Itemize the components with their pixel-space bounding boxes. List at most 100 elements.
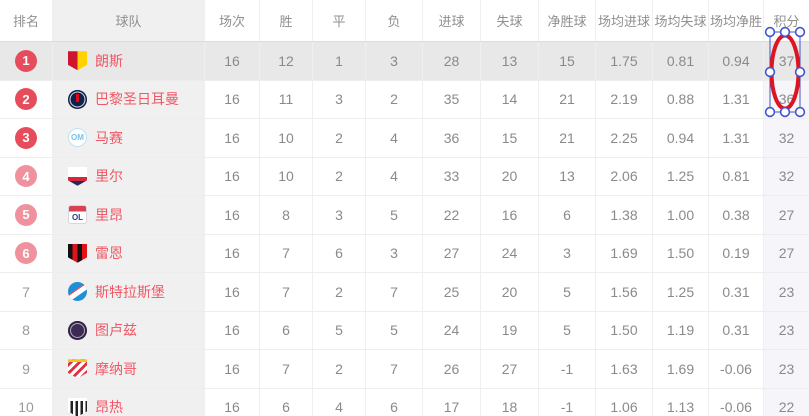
stat-cell: 18 bbox=[481, 388, 539, 416]
stat-cell: 16 bbox=[205, 388, 260, 416]
team-name: 摩纳哥 bbox=[95, 360, 137, 377]
stat-cell: 4 bbox=[313, 388, 366, 416]
stat-cell: 1.31 bbox=[709, 119, 764, 157]
rank-badge: 7 bbox=[22, 283, 30, 300]
stat-cell: 5 bbox=[366, 311, 423, 349]
points-cell: 22 bbox=[764, 388, 809, 416]
table-row[interactable]: 2 巴黎圣日耳曼 16 11 3 2 35 14 21 2.19 0.88 1.31 36 bbox=[0, 80, 809, 119]
stat-cell: 2.19 bbox=[596, 80, 653, 118]
stat-cell: 1.25 bbox=[653, 273, 709, 311]
stat-cell: 3 bbox=[539, 234, 596, 272]
stat-cell: 11 bbox=[260, 80, 313, 118]
rank-cell: 1 bbox=[0, 42, 53, 80]
stat-cell: 2 bbox=[313, 350, 366, 388]
stat-cell: 6 bbox=[366, 388, 423, 416]
table-row[interactable]: 1 朗斯 16 12 1 3 28 13 15 1.75 0.81 0.94 37 bbox=[0, 42, 809, 81]
stat-cell: 3 bbox=[313, 80, 366, 118]
points-cell: 27 bbox=[764, 234, 809, 272]
stat-cell: 13 bbox=[539, 157, 596, 195]
stat-cell: 2.25 bbox=[596, 119, 653, 157]
stat-cell: 1.50 bbox=[653, 234, 709, 272]
stat-cell: 27 bbox=[423, 234, 481, 272]
stat-cell: 16 bbox=[205, 42, 260, 80]
points-cell: 23 bbox=[764, 350, 809, 388]
stat-cell: 14 bbox=[481, 80, 539, 118]
stat-cell: 0.31 bbox=[709, 311, 764, 349]
stat-cell: 0.94 bbox=[709, 42, 764, 80]
column-header-goals-for: 进球 bbox=[423, 0, 481, 41]
stat-cell: 4 bbox=[366, 119, 423, 157]
stat-cell: 0.81 bbox=[653, 42, 709, 80]
column-header-goal-diff: 净胜球 bbox=[539, 0, 596, 41]
stat-cell: 3 bbox=[313, 196, 366, 234]
stat-cell: 1 bbox=[313, 42, 366, 80]
rank-badge: 5 bbox=[15, 203, 37, 226]
stat-cell: 20 bbox=[481, 273, 539, 311]
psg-club-badge-icon bbox=[68, 89, 87, 109]
table-row[interactable]: 10 昂热 16 6 4 6 17 18 -1 1.06 1.13 -0.06 22 bbox=[0, 388, 809, 416]
team-cell[interactable]: 朗斯 bbox=[53, 42, 205, 80]
team-cell[interactable]: 摩纳哥 bbox=[53, 350, 205, 388]
team-cell[interactable]: 昂热 bbox=[53, 388, 205, 416]
table-row[interactable]: 6 雷恩 16 7 6 3 27 24 3 1.69 1.50 0.19 27 bbox=[0, 234, 809, 273]
stat-cell: -1 bbox=[539, 388, 596, 416]
toulouse-club-badge-icon bbox=[68, 320, 87, 340]
team-name: 雷恩 bbox=[95, 245, 123, 262]
rank-cell: 10 bbox=[0, 388, 53, 416]
team-name: 里尔 bbox=[95, 168, 123, 185]
team-name: 昂热 bbox=[95, 399, 123, 416]
stat-cell: 3 bbox=[366, 234, 423, 272]
team-cell[interactable]: OM 马赛 bbox=[53, 119, 205, 157]
stat-cell: 16 bbox=[205, 119, 260, 157]
column-header-played: 场次 bbox=[205, 0, 260, 41]
stat-cell: 33 bbox=[423, 157, 481, 195]
stat-cell: 19 bbox=[481, 311, 539, 349]
stat-cell: 15 bbox=[539, 42, 596, 80]
table-row[interactable]: 3 OM 马赛 16 10 2 4 36 15 21 2.25 0.94 1.31 32 bbox=[0, 119, 809, 158]
rank-badge: 9 bbox=[22, 360, 30, 377]
column-header-points: 积分 bbox=[773, 14, 800, 29]
stat-cell: 1.38 bbox=[596, 196, 653, 234]
stat-cell: 7 bbox=[260, 350, 313, 388]
table-row[interactable]: 9 摩纳哥 16 7 2 7 26 27 -1 1.63 1.69 -0.06 23 bbox=[0, 350, 809, 389]
stat-cell: 1.25 bbox=[653, 157, 709, 195]
stat-cell: 2 bbox=[313, 273, 366, 311]
stat-cell: 5 bbox=[366, 196, 423, 234]
monaco-club-badge-icon bbox=[68, 359, 87, 379]
stat-cell: 28 bbox=[423, 42, 481, 80]
rank-badge: 8 bbox=[22, 322, 30, 339]
team-cell[interactable]: 斯特拉斯堡 bbox=[53, 273, 205, 311]
stat-cell: 16 bbox=[205, 273, 260, 311]
table-row[interactable]: 7 斯特拉斯堡 16 7 2 7 25 20 5 1.56 1.25 0.31 23 bbox=[0, 273, 809, 312]
stat-cell: 5 bbox=[313, 311, 366, 349]
stat-cell: 16 bbox=[205, 350, 260, 388]
team-cell[interactable]: 巴黎圣日耳曼 bbox=[53, 80, 205, 118]
team-cell[interactable]: 雷恩 bbox=[53, 234, 205, 272]
column-header-team: 球队 bbox=[53, 0, 205, 41]
team-cell[interactable]: 图卢兹 bbox=[53, 311, 205, 349]
column-header-diff-per-game: 场均净胜 bbox=[709, 0, 764, 41]
table-row[interactable]: 5 OL 里昂 16 8 3 5 22 16 6 1.38 1.00 0.38 27 bbox=[0, 196, 809, 235]
stat-cell: 4 bbox=[366, 157, 423, 195]
table-row[interactable]: 8 图卢兹 16 6 5 5 24 19 5 1.50 1.19 0.31 23 bbox=[0, 311, 809, 350]
team-cell[interactable]: OL 里昂 bbox=[53, 196, 205, 234]
lens-club-badge-icon bbox=[68, 51, 87, 71]
rank-badge: 3 bbox=[15, 126, 37, 149]
team-cell[interactable]: 里尔 bbox=[53, 157, 205, 195]
stat-cell: 25 bbox=[423, 273, 481, 311]
table-row[interactable]: 4 里尔 16 10 2 4 33 20 13 2.06 1.25 0.81 32 bbox=[0, 157, 809, 196]
column-header-draws: 平 bbox=[313, 0, 366, 41]
team-name: 朗斯 bbox=[95, 52, 123, 69]
stat-cell: 16 bbox=[481, 196, 539, 234]
points-cell: 27 bbox=[764, 196, 809, 234]
stat-cell: -0.06 bbox=[709, 350, 764, 388]
stat-cell: 3 bbox=[366, 42, 423, 80]
rank-cell: 3 bbox=[0, 119, 53, 157]
stat-cell: 27 bbox=[481, 350, 539, 388]
points-cell: 37 bbox=[764, 42, 809, 80]
angers-club-badge-icon bbox=[68, 397, 87, 416]
stat-cell: 0.88 bbox=[653, 80, 709, 118]
stat-cell: 1.06 bbox=[596, 388, 653, 416]
points-cell: 32 bbox=[764, 119, 809, 157]
stat-cell: 1.75 bbox=[596, 42, 653, 80]
